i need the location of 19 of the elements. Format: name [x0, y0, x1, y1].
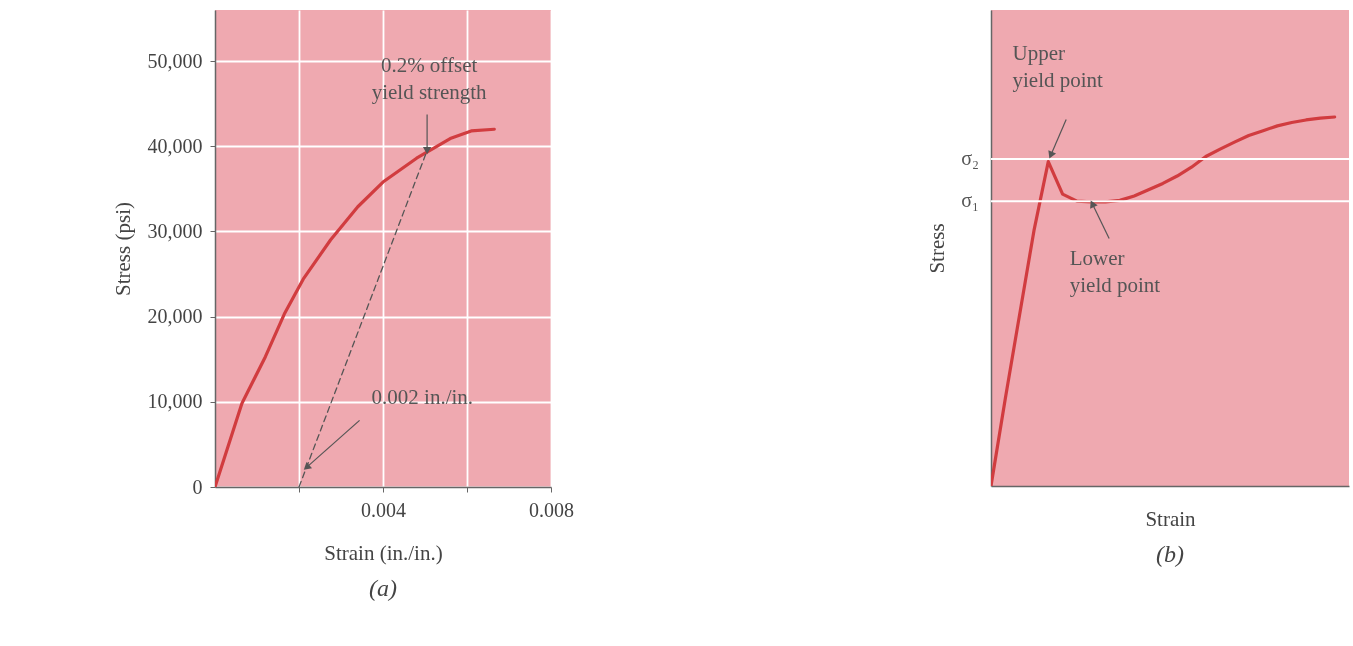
- x-tick-label: 0.004: [361, 498, 406, 521]
- x-axis-title: Strain (in./in.): [324, 540, 443, 565]
- line-series: [215, 127, 496, 487]
- y-axis-title: Stress (psi): [110, 202, 135, 296]
- y-tick-label: 50,000: [147, 49, 203, 72]
- y-tick-label: 40,000: [147, 134, 203, 157]
- text: (a): [369, 575, 397, 601]
- text: (b): [1156, 541, 1184, 567]
- annotation: Lower yield point: [1069, 246, 1161, 297]
- y-axis-title: Stress: [924, 223, 949, 274]
- y-tick-label: 0: [192, 475, 203, 498]
- y-tick-label: 20,000: [147, 305, 203, 328]
- ref-line-label: σ₂: [961, 147, 979, 170]
- ref-line-label: σ₁: [961, 189, 979, 212]
- text: Upper yield point: [1012, 41, 1104, 93]
- y-tick-label: 10,000: [147, 390, 203, 413]
- y-tick-label: 30,000: [147, 219, 203, 242]
- x-tick-label: 0.008: [529, 498, 574, 521]
- x-axis-title: Strain: [1145, 506, 1197, 531]
